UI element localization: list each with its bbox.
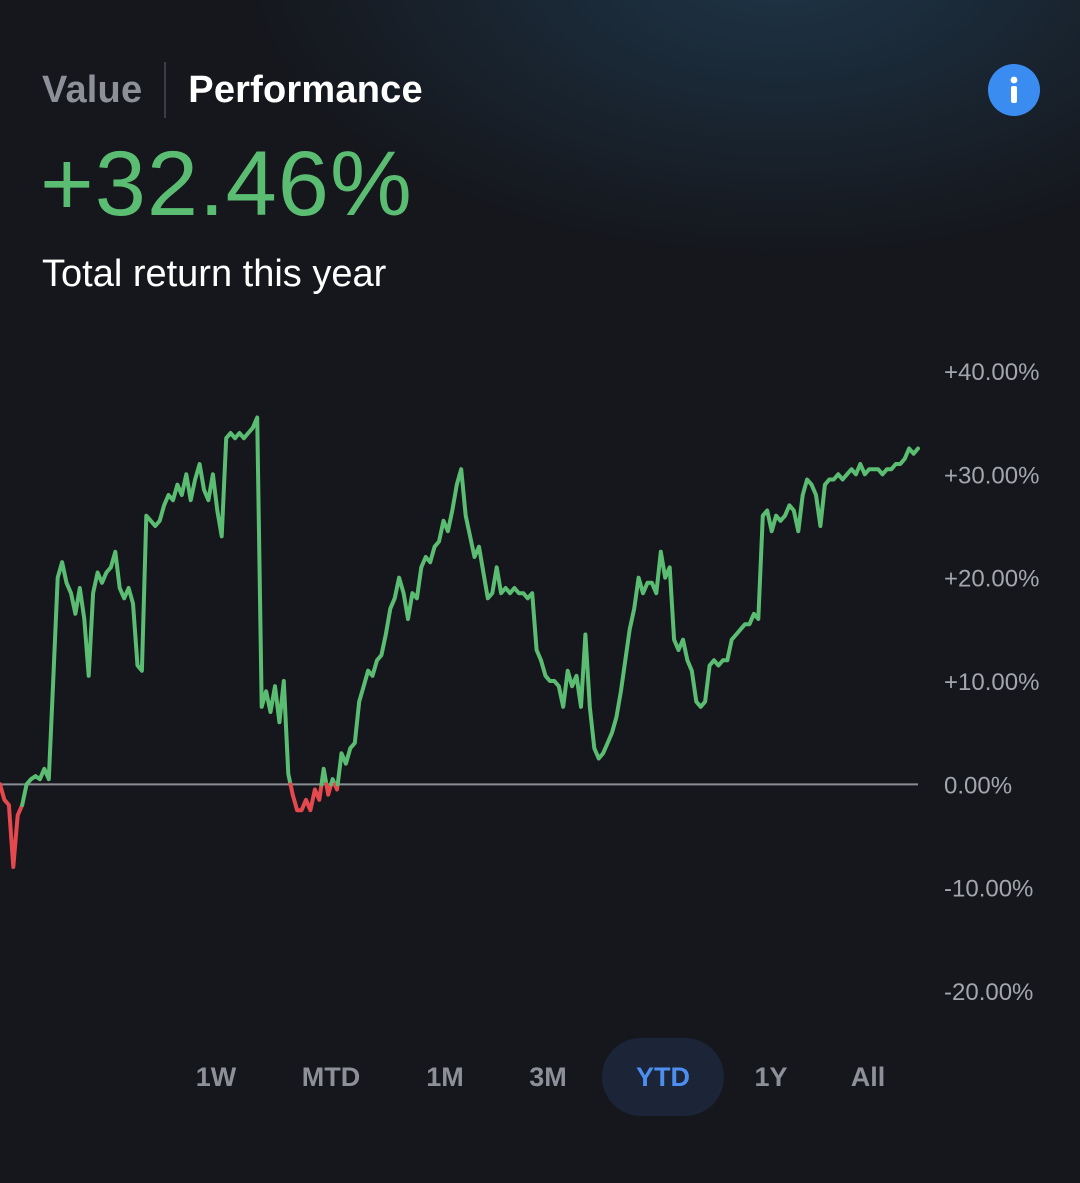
y-tick-label: -10.00% — [944, 876, 1033, 903]
range-ytd[interactable]: YTD — [602, 1038, 724, 1116]
total-return-label: Total return this year — [42, 253, 387, 295]
series-line-negative — [288, 782, 324, 813]
y-tick-label: +30.00% — [944, 462, 1039, 489]
tab-value[interactable]: Value — [42, 68, 143, 111]
time-range-selector: 1W MTD 1M 3M YTD 1Y All — [150, 1038, 930, 1116]
range-1w[interactable]: 1W — [195, 1061, 237, 1092]
range-3m[interactable]: 3M — [529, 1061, 567, 1092]
series-line-negative — [324, 782, 334, 797]
range-1y[interactable]: 1Y — [754, 1061, 788, 1092]
range-all[interactable]: All — [850, 1061, 886, 1092]
range-mtd[interactable]: MTD — [301, 1061, 361, 1092]
performance-chart[interactable]: +40.00% +30.00% +20.00% +10.00% 0.00% -10.00%… — [0, 330, 1080, 1030]
info-button[interactable] — [988, 64, 1040, 116]
y-tick-label: 0.00% — [944, 772, 1012, 799]
y-tick-label: +40.00% — [944, 359, 1039, 386]
series-line-positive — [20, 415, 293, 807]
range-1m[interactable]: 1M — [426, 1061, 464, 1092]
total-return-value: +32.46% — [40, 133, 413, 235]
info-icon — [1010, 76, 1018, 103]
y-tick-label: +10.00% — [944, 669, 1039, 696]
series-line-positive — [335, 446, 920, 787]
y-tick-label: -20.00% — [944, 979, 1033, 1006]
series-line-positive — [319, 766, 329, 787]
series-line-negative — [0, 782, 25, 869]
view-tabs: Value Performance — [42, 62, 423, 118]
tab-performance[interactable]: Performance — [188, 68, 423, 111]
tab-divider — [164, 62, 167, 118]
y-tick-label: +20.00% — [944, 566, 1039, 593]
